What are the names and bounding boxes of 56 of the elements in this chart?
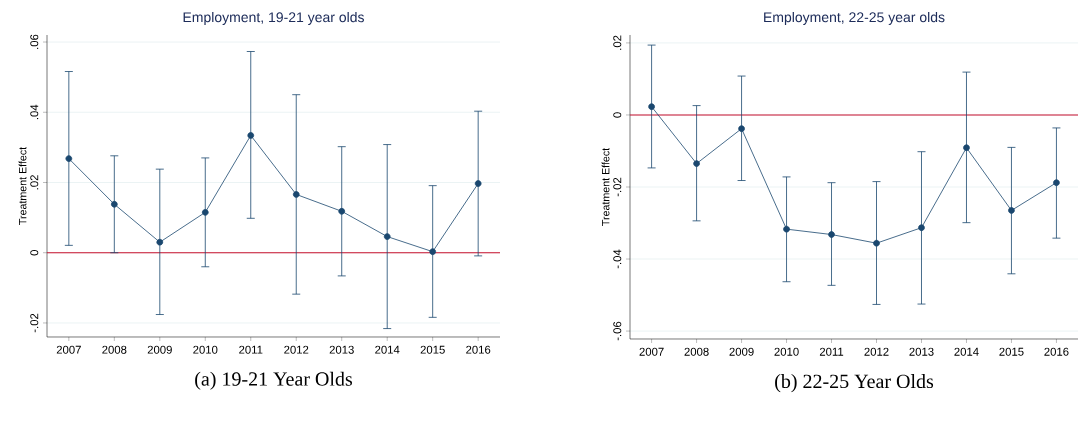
y-axis-title: Treatment Effect <box>601 147 610 226</box>
x-tick-label: 2015 <box>420 345 445 354</box>
y-tick-label: .04 <box>30 104 39 120</box>
chart-title: Employment, 19-21 year olds <box>183 11 364 25</box>
y-tick-label: -.06 <box>613 321 622 341</box>
x-tick-label: 2014 <box>954 347 979 356</box>
y-tick-label: -.02 <box>30 313 39 333</box>
point <box>474 180 482 187</box>
point <box>429 248 437 255</box>
point <box>65 155 73 162</box>
point <box>110 200 118 208</box>
text: (a) 19-21 Year Olds <box>195 371 352 390</box>
x-tick-label: 2016 <box>1044 347 1069 356</box>
x-tick-label: 2009 <box>147 345 172 354</box>
y-tick-label: .02 <box>30 175 39 190</box>
x-tick-label: 2009 <box>729 347 754 356</box>
point <box>383 233 391 240</box>
point <box>783 225 790 233</box>
x-tick-label: 2010 <box>774 347 799 356</box>
point <box>828 231 835 238</box>
x-tick-label: 2011 <box>819 347 844 356</box>
point <box>1053 179 1060 187</box>
x-tick-label: 2008 <box>684 347 709 356</box>
point <box>247 132 255 139</box>
point <box>648 103 655 111</box>
x-tick-label: 2013 <box>909 347 934 356</box>
y-tick-label: -.04 <box>613 249 622 269</box>
point <box>338 207 346 215</box>
y-tick-label: .06 <box>30 34 39 49</box>
x-tick-label: 2007 <box>56 345 81 354</box>
chart-title: Employment, 22-25 year olds <box>764 11 945 25</box>
x-tick-label: 2011 <box>239 345 263 354</box>
text: (b) 22-25 Year Olds <box>775 374 934 393</box>
y-tick-label: .02 <box>613 35 622 50</box>
y-tick-label: -.02 <box>613 177 622 197</box>
point <box>693 160 700 167</box>
x-tick-label: 2007 <box>639 347 664 356</box>
x-tick-label: 2010 <box>193 345 218 354</box>
x-tick-label: 2008 <box>102 345 127 354</box>
y-tick-label: 0 <box>613 112 622 118</box>
x-tick-label: 2012 <box>284 345 309 354</box>
point <box>201 209 209 216</box>
y-tick-label: 0 <box>30 250 39 256</box>
point <box>1008 207 1015 214</box>
point <box>738 125 745 132</box>
point <box>156 238 164 246</box>
point <box>292 191 300 198</box>
x-tick-label: 2014 <box>375 345 400 354</box>
point <box>963 144 970 152</box>
x-tick-label: 2013 <box>329 345 354 354</box>
x-tick-label: 2015 <box>999 347 1024 356</box>
point <box>918 224 925 232</box>
x-tick-label: 2016 <box>466 345 491 354</box>
point <box>873 239 880 247</box>
x-tick-label: 2012 <box>864 347 889 356</box>
y-axis-title: Treatment Effect <box>18 146 27 225</box>
